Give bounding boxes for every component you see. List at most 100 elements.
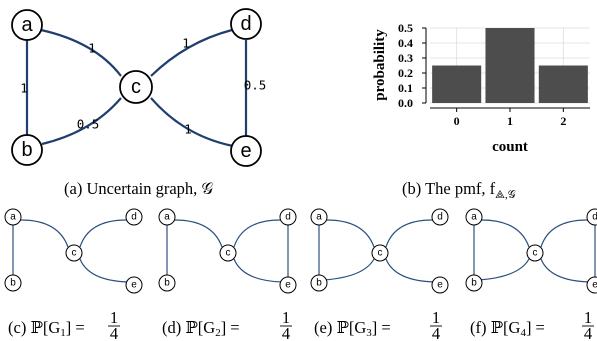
sample-edge-b-c xyxy=(323,258,375,281)
sample-node-a xyxy=(158,208,176,226)
caption-e-frac-den: 4 xyxy=(432,324,440,341)
sample-node-label-b: b xyxy=(471,278,477,289)
sample-node-b xyxy=(465,274,483,292)
caption-f-suffix: ] = xyxy=(526,318,545,337)
y-tick-label: 0.2 xyxy=(398,66,413,80)
sample-node-label-c: c xyxy=(533,248,538,259)
weight-c-e: 1 xyxy=(184,122,192,137)
caption-d: (d) ℙ[G2] = 1 4 xyxy=(162,308,292,341)
sample-graph-4: a b c d e xyxy=(465,208,597,294)
caption-f: (f) ℙ[G4] = 1 4 xyxy=(470,308,594,341)
node-b-label: b xyxy=(21,139,32,161)
weight-a-b: 1 xyxy=(20,81,28,96)
sample-node-label-e: e xyxy=(592,280,597,291)
y-tick-label: 0.3 xyxy=(398,51,413,65)
caption-d-frac-den: 4 xyxy=(282,324,290,341)
sample-node-label-e: e xyxy=(285,280,291,291)
svg-text:(c) ℙ[G1] =: (c) ℙ[G1] = xyxy=(8,318,85,339)
bar-0 xyxy=(432,65,482,103)
sample-edge-c-e xyxy=(233,258,284,283)
y-tick-label: 0.5 xyxy=(398,21,413,35)
chart-bars xyxy=(432,28,588,103)
node-a-label: a xyxy=(21,14,33,36)
sample-node-b xyxy=(310,274,328,292)
sample-node-label-d: d xyxy=(592,212,597,223)
edge-c-e xyxy=(150,97,234,148)
sample-node-d xyxy=(279,208,297,226)
caption-b-text: (b) The pmf, f xyxy=(402,179,496,198)
sample-graphs: a b c d e a b c d e a b c d e a b c d e xyxy=(4,208,597,294)
sample-node-c xyxy=(219,244,237,262)
node-e-label: e xyxy=(240,140,251,162)
sample-node-label-b: b xyxy=(164,278,170,289)
sample-node-c xyxy=(371,244,389,262)
sample-edge-a-c xyxy=(478,219,530,248)
sample-node-label-c: c xyxy=(378,248,383,259)
x-axis-label: count xyxy=(492,139,528,155)
sample-edge-c-e xyxy=(540,258,591,283)
caption-c-frac-den: 4 xyxy=(110,324,118,341)
x-tick-label: 0 xyxy=(454,114,460,128)
weight-d-e: 0.5 xyxy=(244,78,267,93)
sample-node-label-e: e xyxy=(131,280,137,291)
sample-node-d xyxy=(586,208,597,226)
sample-node-b xyxy=(4,274,22,292)
sample-node-e xyxy=(586,276,597,294)
sample-node-label-e: e xyxy=(437,280,443,291)
pmf-bar-chart: 0.00.10.20.30.40.5 0 1 2 count probability xyxy=(372,21,590,155)
node-c-label: c xyxy=(131,76,141,98)
edge-c-d xyxy=(150,28,233,77)
sample-edge-a-c xyxy=(17,219,69,248)
sample-node-c xyxy=(526,244,544,262)
sample-node-label-a: a xyxy=(164,212,170,223)
sample-edge-c-d xyxy=(540,219,591,248)
caption-c: (c) ℙ[G1] = 1 4 xyxy=(8,308,120,341)
y-tick-label: 0.1 xyxy=(398,81,413,95)
edge-b-c xyxy=(41,97,122,146)
node-a xyxy=(11,9,43,41)
bar-1 xyxy=(485,28,535,103)
sample-node-label-d: d xyxy=(131,212,137,223)
caption-e: (e) ℙ[G3] = 1 4 xyxy=(314,308,442,341)
sample-node-e xyxy=(279,276,297,294)
caption-f-index: 4 xyxy=(520,327,526,339)
weight-a-c: 1 xyxy=(88,41,96,56)
caption-e-suffix: ] = xyxy=(372,318,391,337)
caption-b: (b) The pmf, f⟁,𝒢 xyxy=(402,179,516,201)
sample-node-a xyxy=(465,208,483,226)
sample-graph-3: a b c d e xyxy=(310,208,449,294)
node-b xyxy=(11,134,43,166)
node-c xyxy=(119,70,153,104)
svg-text:(f) ℙ[G4] =: (f) ℙ[G4] = xyxy=(470,318,545,339)
svg-text:(d) ℙ[G2] =: (d) ℙ[G2] = xyxy=(162,318,240,339)
sample-node-label-a: a xyxy=(316,212,322,223)
caption-c-prefix: (c) ℙ[G xyxy=(8,318,60,337)
caption-c-suffix: ] = xyxy=(66,318,85,337)
sample-edge-a-c xyxy=(323,219,375,248)
sample-edge-b-c xyxy=(478,258,530,281)
y-axis-label: probability xyxy=(372,29,388,101)
sample-edge-c-d xyxy=(385,219,436,248)
caption-a: (a) Uncertain graph, 𝒢 xyxy=(64,179,213,198)
node-d xyxy=(230,8,262,40)
x-tick-label: 2 xyxy=(560,114,566,128)
caption-f-prefix: (f) ℙ[G xyxy=(470,318,521,337)
caption-b-subscript: ⟁,𝒢 xyxy=(495,189,516,201)
sample-edge-c-e xyxy=(79,258,130,283)
sample-node-label-d: d xyxy=(285,212,291,223)
sample-node-c xyxy=(65,244,83,262)
sample-node-d xyxy=(125,208,143,226)
sample-node-label-c: c xyxy=(72,248,77,259)
uncertain-graph: 1 1 0.5 1 1 0.5 a b c d e xyxy=(11,8,267,167)
bar-2 xyxy=(538,65,588,103)
sample-node-e xyxy=(125,276,143,294)
sample-node-label-c: c xyxy=(226,248,231,259)
sample-edge-c-d xyxy=(233,219,284,248)
caption-e-prefix: (e) ℙ[G xyxy=(314,318,366,337)
caption-d-prefix: (d) ℙ[G xyxy=(162,318,215,337)
caption-f-frac-den: 4 xyxy=(584,324,592,341)
sample-graph-2: a b c d e xyxy=(158,208,297,294)
sample-node-b xyxy=(158,274,176,292)
y-tick-label: 0.4 xyxy=(398,36,413,50)
